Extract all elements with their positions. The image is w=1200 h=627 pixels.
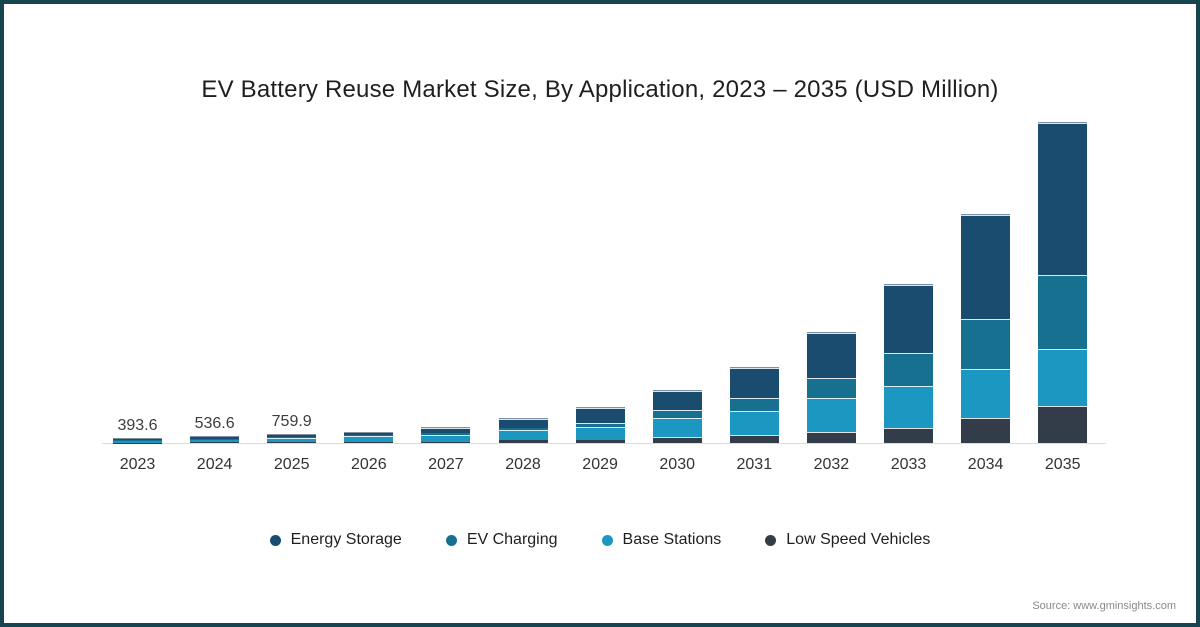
- bar-segment-base-stations-2024: [190, 439, 240, 443]
- bar-segment-low-speed-vehicles-2031: [729, 435, 779, 443]
- x-axis-label-2024: 2024: [196, 456, 233, 473]
- x-axis-label-2026: 2026: [351, 456, 387, 473]
- bar-segment-base-stations-2034: [961, 369, 1011, 418]
- bar-segment-energy-storage-2026: [344, 432, 394, 435]
- bar-outline-2028: [498, 417, 548, 419]
- bar-segment-energy-storage-2034: [961, 215, 1011, 319]
- bar-segment-base-stations-2025: [267, 438, 317, 443]
- bar-segment-low-speed-vehicles-2035: [1038, 406, 1088, 443]
- bar-outline-2026: [344, 431, 394, 433]
- x-axis-label-2035: 2035: [1044, 456, 1081, 473]
- value-label-2023: 393.6: [117, 416, 158, 434]
- x-axis-label-2032: 2032: [813, 456, 850, 473]
- bar-outline-2024: [190, 436, 240, 438]
- x-axis-label-2027: 2027: [428, 456, 464, 473]
- x-axis-label-2029: 2029: [582, 456, 618, 473]
- legend-dot-icon: [601, 534, 613, 546]
- bar-segment-energy-storage-2028: [498, 418, 548, 428]
- bar-segment-ev-charging-2035: [1038, 274, 1088, 350]
- bar-segment-base-stations-2030: [652, 418, 702, 437]
- bar-outline-2034: [961, 214, 1011, 215]
- chart-title: EV Battery Reuse Market Size, By Applica…: [201, 76, 999, 103]
- bar-outline-2031: [729, 367, 779, 368]
- legend-dot-icon: [269, 534, 281, 546]
- bar-outline-2030: [652, 390, 702, 391]
- bar-segment-ev-charging-2023: [113, 439, 162, 441]
- legend-dot-icon: [765, 534, 777, 546]
- legend: Energy Storage EV Charging Base Stations Lo…: [4, 531, 1196, 549]
- bar-segment-ev-charging-2026: [344, 435, 394, 437]
- bar-segment-ev-charging-2034: [961, 319, 1011, 369]
- bar-segment-energy-storage-2033: [884, 285, 933, 353]
- legend-label: Low Speed Vehicles: [786, 531, 931, 548]
- bar-segment-ev-charging-2029: [575, 422, 625, 427]
- bar-segment-low-speed-vehicles-2024: [190, 442, 240, 443]
- x-axis-line: [102, 443, 1106, 444]
- x-axis-label-2025: 2025: [273, 456, 310, 473]
- bar-segment-ev-charging-2024: [190, 438, 240, 440]
- bar-segment-energy-storage-2032: [806, 333, 856, 378]
- bar-segment-base-stations-2028: [498, 430, 548, 441]
- value-label-2025: 759.9: [271, 413, 312, 430]
- legend-dot-icon: [445, 534, 457, 546]
- legend-label: EV Charging: [466, 531, 558, 548]
- x-axis-label-2028: 2028: [505, 456, 541, 473]
- x-axis-label-2033: 2033: [890, 456, 927, 473]
- bar-segment-base-stations-2029: [575, 427, 625, 440]
- bar-outline-2025: [267, 434, 317, 435]
- bar-segment-base-stations-2032: [806, 398, 856, 432]
- bar-segment-ev-charging-2033: [884, 353, 933, 386]
- x-axis-label-2031: 2031: [736, 456, 773, 473]
- bar-segment-base-stations-2035: [1038, 349, 1088, 407]
- legend-label: Base Stations: [622, 531, 722, 548]
- bar-segment-low-speed-vehicles-2028: [498, 440, 548, 443]
- bar-segment-low-speed-vehicles-2026: [344, 442, 394, 443]
- legend-item-energy-storage: Energy Storage: [269, 531, 402, 549]
- bar-segment-energy-storage-2025: [267, 435, 317, 437]
- bar-segment-ev-charging-2025: [267, 437, 317, 439]
- bar-segment-base-stations-2033: [884, 386, 933, 428]
- plot-area: 2023 393.6 2024 536.6 2025 759.9 2026 2027 2028 2…: [4, 4, 1196, 623]
- bar-segment-low-speed-vehicles-2032: [806, 432, 856, 443]
- bar-segment-energy-storage-2029: [575, 408, 625, 423]
- bar-segment-energy-storage-2024: [190, 437, 240, 439]
- bar-segment-low-speed-vehicles-2034: [961, 418, 1011, 443]
- x-axis-label-2023: 2023: [119, 456, 156, 473]
- bar-segment-low-speed-vehicles-2025: [267, 442, 317, 443]
- bar-segment-energy-storage-2030: [652, 391, 702, 410]
- value-label-2024: 536.6: [194, 415, 235, 433]
- bar-segment-energy-storage-2035: [1038, 123, 1088, 275]
- bar-segment-ev-charging-2027: [421, 432, 471, 435]
- bar-outline-2033: [884, 284, 933, 285]
- bar-outline-2027: [421, 426, 471, 428]
- source-note: Source: www.gminsights.com: [1032, 600, 1176, 612]
- legend-label: Energy Storage: [290, 531, 402, 548]
- bar-segment-ev-charging-2028: [498, 427, 548, 431]
- legend-item-base-stations: Base Stations: [601, 531, 722, 549]
- bar-outline-2032: [806, 332, 856, 333]
- bar-segment-energy-storage-2027: [421, 427, 471, 433]
- x-axis-label-2034: 2034: [967, 456, 1004, 473]
- bar-segment-low-speed-vehicles-2033: [884, 428, 933, 443]
- bar-segment-base-stations-2027: [421, 434, 471, 442]
- bar-segment-ev-charging-2030: [652, 410, 702, 418]
- bar-outline-2029: [575, 407, 625, 409]
- x-axis-label-2030: 2030: [659, 456, 695, 473]
- bar-segment-base-stations-2026: [344, 436, 394, 442]
- legend-item-ev-charging: EV Charging: [445, 531, 558, 549]
- bar-segment-base-stations-2023: [113, 440, 162, 443]
- bar-segment-ev-charging-2031: [729, 398, 779, 411]
- bar-segment-ev-charging-2032: [806, 378, 856, 398]
- bar-segment-low-speed-vehicles-2030: [652, 437, 702, 443]
- bar-segment-energy-storage-2031: [729, 368, 779, 398]
- legend-item-low-speed-vehicles: Low Speed Vehicles: [765, 531, 930, 549]
- bar-segment-low-speed-vehicles-2027: [421, 441, 471, 443]
- bar-outline-2023: [113, 437, 162, 439]
- bar-outline-2035: [1038, 122, 1088, 123]
- bar-segment-energy-storage-2023: [113, 438, 162, 440]
- bar-segment-base-stations-2031: [729, 411, 779, 435]
- bar-segment-low-speed-vehicles-2029: [575, 439, 625, 443]
